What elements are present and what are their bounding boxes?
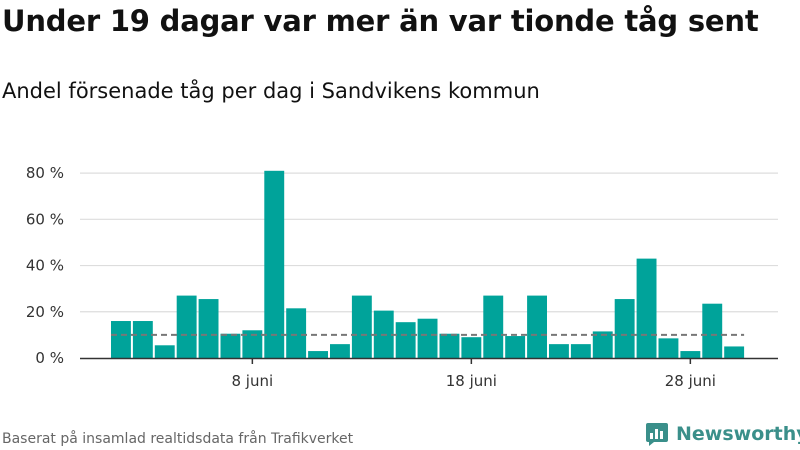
y-tick-label: 0 % <box>35 349 64 367</box>
bar <box>439 333 460 358</box>
logo-text: Newsworthy <box>676 423 800 445</box>
bar <box>286 308 307 358</box>
y-tick-label: 80 % <box>26 164 64 182</box>
bar <box>461 337 482 358</box>
bar <box>680 351 701 358</box>
bar <box>724 346 745 358</box>
y-tick-label: 60 % <box>26 210 64 228</box>
y-tick-label: 20 % <box>26 303 64 321</box>
bar <box>636 258 657 358</box>
bar <box>351 295 372 358</box>
bar <box>330 344 350 358</box>
x-tick-label: 28 juni <box>665 372 716 390</box>
chart-subtitle: Andel försenade tåg per dag i Sandvikens… <box>2 79 540 103</box>
source-note: Baserat på insamlad realtidsdata från Tr… <box>2 431 354 447</box>
bar <box>242 330 263 358</box>
x-tick-label: 18 juni <box>446 372 497 390</box>
bar-chart-logo-icon <box>646 423 668 446</box>
y-tick-label: 40 % <box>26 257 64 275</box>
bar <box>549 344 569 358</box>
bar <box>154 345 175 358</box>
bar <box>658 338 679 358</box>
bar <box>592 331 613 358</box>
newsworthy-logo: Newsworthy <box>644 421 800 447</box>
bar <box>395 322 416 358</box>
bar <box>614 299 635 358</box>
bar <box>505 336 526 358</box>
bar <box>527 295 547 358</box>
bar <box>220 333 241 358</box>
bar <box>111 321 131 358</box>
bar <box>483 295 504 358</box>
bar <box>264 170 285 358</box>
bars <box>111 170 745 358</box>
bar <box>132 321 153 358</box>
bar <box>198 299 219 358</box>
bar-chart: 0 % 20 % 40 % 60 % 80 % 8 juni 18 juni 28 juni <box>26 164 778 390</box>
chart-title: Under 19 dagar var mer än var tionde tåg… <box>2 4 759 38</box>
bar <box>702 303 723 358</box>
x-axis-ticks: 8 juni 18 juni 28 juni <box>232 358 716 390</box>
bar <box>308 351 328 358</box>
y-axis-ticks: 0 % 20 % 40 % 60 % 80 % <box>26 164 64 367</box>
bar <box>176 295 197 358</box>
x-tick-label: 8 juni <box>232 372 274 390</box>
gridlines <box>80 172 778 313</box>
bar <box>417 318 438 358</box>
bar <box>570 344 591 358</box>
